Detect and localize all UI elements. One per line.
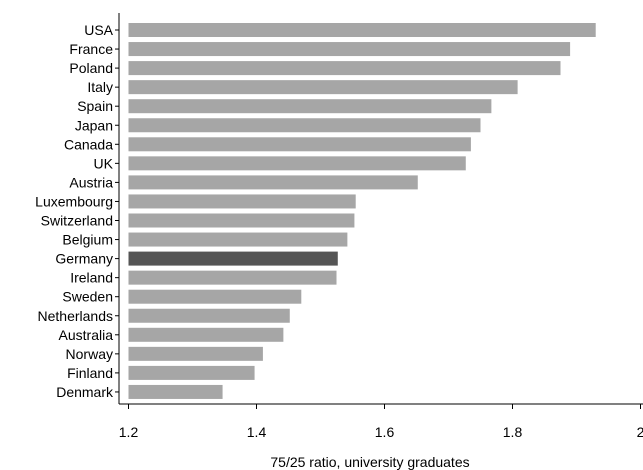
x-tick-label-0: 1.2 (119, 424, 139, 440)
category-label-uk: UK (94, 155, 114, 171)
category-label-luxembourg: Luxembourg (35, 193, 113, 209)
bar-belgium (128, 232, 348, 247)
bar-norway (128, 346, 263, 361)
category-label-netherlands: Netherlands (38, 308, 114, 324)
x-axis-ticks: 1.2 1.4 1.6 1.8 2 (119, 404, 643, 440)
bar-italy (128, 80, 518, 95)
category-label-poland: Poland (69, 60, 113, 76)
bar-austria (128, 175, 418, 190)
bar-japan (128, 118, 481, 133)
x-tick-label-1: 1.4 (247, 424, 267, 440)
bar-sweden (128, 289, 302, 304)
bar-canada (128, 137, 471, 152)
category-label-spain: Spain (77, 98, 113, 114)
category-label-japan: Japan (75, 117, 113, 133)
category-label-ireland: Ireland (70, 270, 113, 286)
category-label-sweden: Sweden (62, 289, 113, 305)
category-label-australia: Australia (59, 327, 114, 343)
x-tick-label-2: 1.6 (375, 424, 395, 440)
category-label-italy: Italy (87, 79, 113, 95)
category-labels: USA France Poland Italy Spain Japan Canada UK Au… (35, 22, 119, 400)
bar-netherlands (128, 308, 290, 323)
bar-switzerland (128, 213, 355, 228)
bar-ireland (128, 270, 337, 285)
bar-luxembourg (128, 194, 356, 209)
bar-australia (128, 327, 284, 342)
bar-denmark (128, 384, 223, 399)
category-label-usa: USA (84, 22, 113, 38)
category-label-finland: Finland (67, 365, 113, 381)
category-label-norway: Norway (66, 346, 113, 362)
category-label-denmark: Denmark (56, 384, 114, 400)
bar-usa (128, 23, 596, 37)
bar-finland (128, 365, 255, 380)
category-label-belgium: Belgium (62, 232, 113, 248)
category-label-austria: Austria (69, 174, 113, 190)
bar-france (128, 42, 571, 57)
category-label-switzerland: Switzerland (41, 213, 113, 229)
x-tick-label-3: 1.8 (503, 424, 523, 440)
category-label-germany: Germany (55, 251, 113, 267)
bar-spain (128, 99, 492, 114)
category-label-canada: Canada (64, 136, 113, 152)
bars-group (128, 23, 596, 399)
bar-uk (128, 156, 466, 171)
x-axis-title: 75/25 ratio, university graduates (270, 454, 469, 470)
bar-poland (128, 61, 561, 76)
category-label-france: France (69, 41, 113, 57)
x-tick-label-4: 2 (637, 424, 643, 440)
bar-germany (128, 251, 338, 266)
